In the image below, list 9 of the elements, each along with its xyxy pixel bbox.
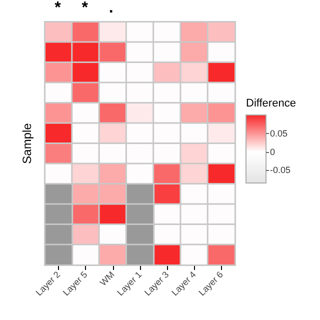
text: *: [54, 0, 62, 16]
color-bar-title: Difference: [246, 98, 296, 110]
color-bar-label: 0.05: [270, 128, 288, 138]
color-bar-label: 0: [270, 146, 276, 157]
y-axis-title: Sample: [20, 122, 34, 164]
color-bar-label: -0.05: [270, 165, 291, 176]
text: .: [108, 0, 114, 16]
text: *: [82, 0, 89, 16]
x-tick-label: WM: [98, 269, 116, 288]
